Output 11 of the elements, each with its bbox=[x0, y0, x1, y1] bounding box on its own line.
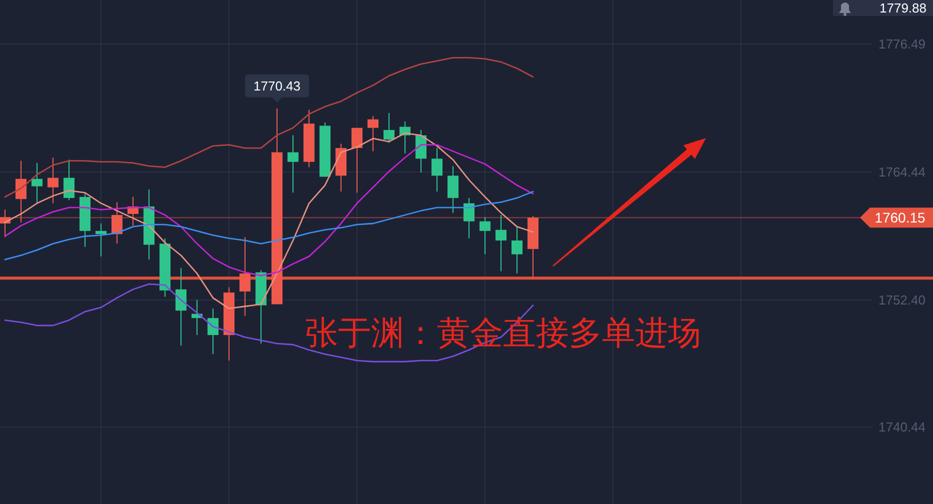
annotation: 张于渊：黄金直接多单进场 bbox=[305, 314, 701, 351]
annotation: 1770.43 bbox=[245, 74, 309, 102]
y-tick-label: 1752.40 bbox=[878, 292, 926, 308]
annotation: 1770.43 bbox=[254, 78, 300, 94]
y-tick-label: 1776.49 bbox=[878, 36, 926, 52]
y-tick-label: 1779.88 bbox=[880, 0, 926, 16]
line-series bbox=[4, 190, 534, 260]
ref-line-label: 1760.15 bbox=[874, 210, 926, 226]
y-tick-label: 1764.44 bbox=[878, 164, 926, 180]
y-tick-label: 1740.44 bbox=[878, 420, 926, 435]
line-series bbox=[4, 57, 534, 198]
